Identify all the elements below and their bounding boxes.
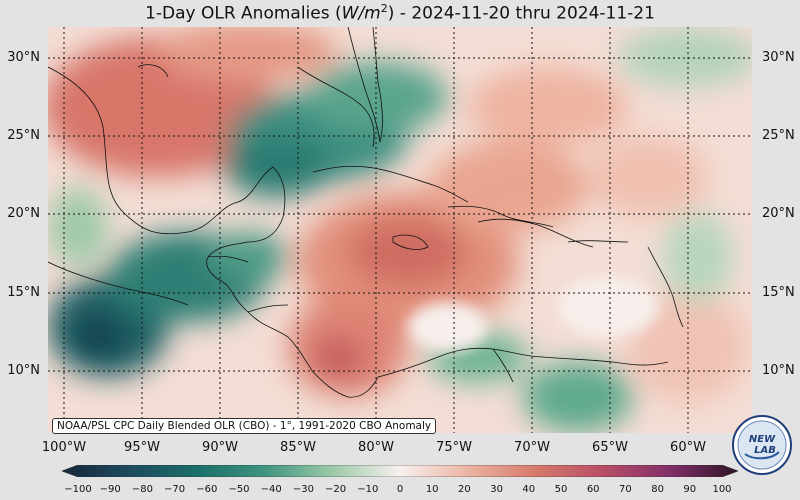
chart-title: 1-Day OLR Anomalies (W/m2) - 2024-11-20 … [0, 2, 800, 24]
colorbar-tick-label: −10 [357, 484, 378, 495]
lat-label-right-10n: 10°N [762, 363, 795, 378]
newlab-logo: NEW LAB [731, 414, 793, 476]
colorbar-tick-label: 20 [458, 484, 471, 495]
lon-label-75w: 75°W [436, 440, 472, 455]
colorbar-tick-label: −80 [132, 484, 153, 495]
lon-label-70w: 70°W [514, 440, 550, 455]
colorbar-tick-label: −60 [196, 484, 217, 495]
lon-label-100w: 100°W [42, 440, 86, 455]
colorbar-tick-label: −50 [228, 484, 249, 495]
lat-label-right-15n: 15°N [762, 285, 795, 300]
colorbar-tick-label: 10 [426, 484, 439, 495]
colorbar-tick-label: 80 [651, 484, 664, 495]
colorbar-tick-label: −40 [261, 484, 282, 495]
colorbar-tick-label: 100 [712, 484, 731, 495]
olr-anomaly-map [48, 27, 752, 433]
lat-label-right-20n: 20°N [762, 206, 795, 221]
data-source-credit: NOAA/PSL CPC Daily Blended OLR (CBO) - 1… [52, 418, 436, 434]
colorbar-tick-label: 40 [522, 484, 535, 495]
colorbar-tick-label: −70 [164, 484, 185, 495]
lon-label-80w: 80°W [358, 440, 394, 455]
lat-label-left-20n: 20°N [2, 206, 40, 221]
colorbar-tick-label: 70 [619, 484, 632, 495]
svg-text:LAB: LAB [754, 445, 776, 456]
lat-label-left-10n: 10°N [2, 363, 40, 378]
lon-label-95w: 95°W [124, 440, 160, 455]
colorbar-tick-label: 50 [555, 484, 568, 495]
lon-label-60w: 60°W [670, 440, 706, 455]
colorbar [62, 462, 738, 474]
colorbar-tick-label: 90 [683, 484, 696, 495]
lon-label-85w: 85°W [280, 440, 316, 455]
lon-label-65w: 65°W [592, 440, 628, 455]
lat-label-right-25n: 25°N [762, 128, 795, 143]
colorbar-tick-label: 30 [490, 484, 503, 495]
lat-label-right-30n: 30°N [762, 50, 795, 65]
colorbar-tick-label: 60 [587, 484, 600, 495]
svg-text:NEW: NEW [749, 434, 776, 445]
lat-label-left-25n: 25°N [2, 128, 40, 143]
colorbar-tick-label: −20 [325, 484, 346, 495]
colorbar-tick-label: −100 [64, 484, 91, 495]
colorbar-tick-label: −90 [100, 484, 121, 495]
lat-label-left-30n: 30°N [2, 50, 40, 65]
lat-label-left-15n: 15°N [2, 285, 40, 300]
colorbar-tick-label: −30 [293, 484, 314, 495]
lon-label-90w: 90°W [202, 440, 238, 455]
colorbar-tick-label: 0 [397, 484, 403, 495]
